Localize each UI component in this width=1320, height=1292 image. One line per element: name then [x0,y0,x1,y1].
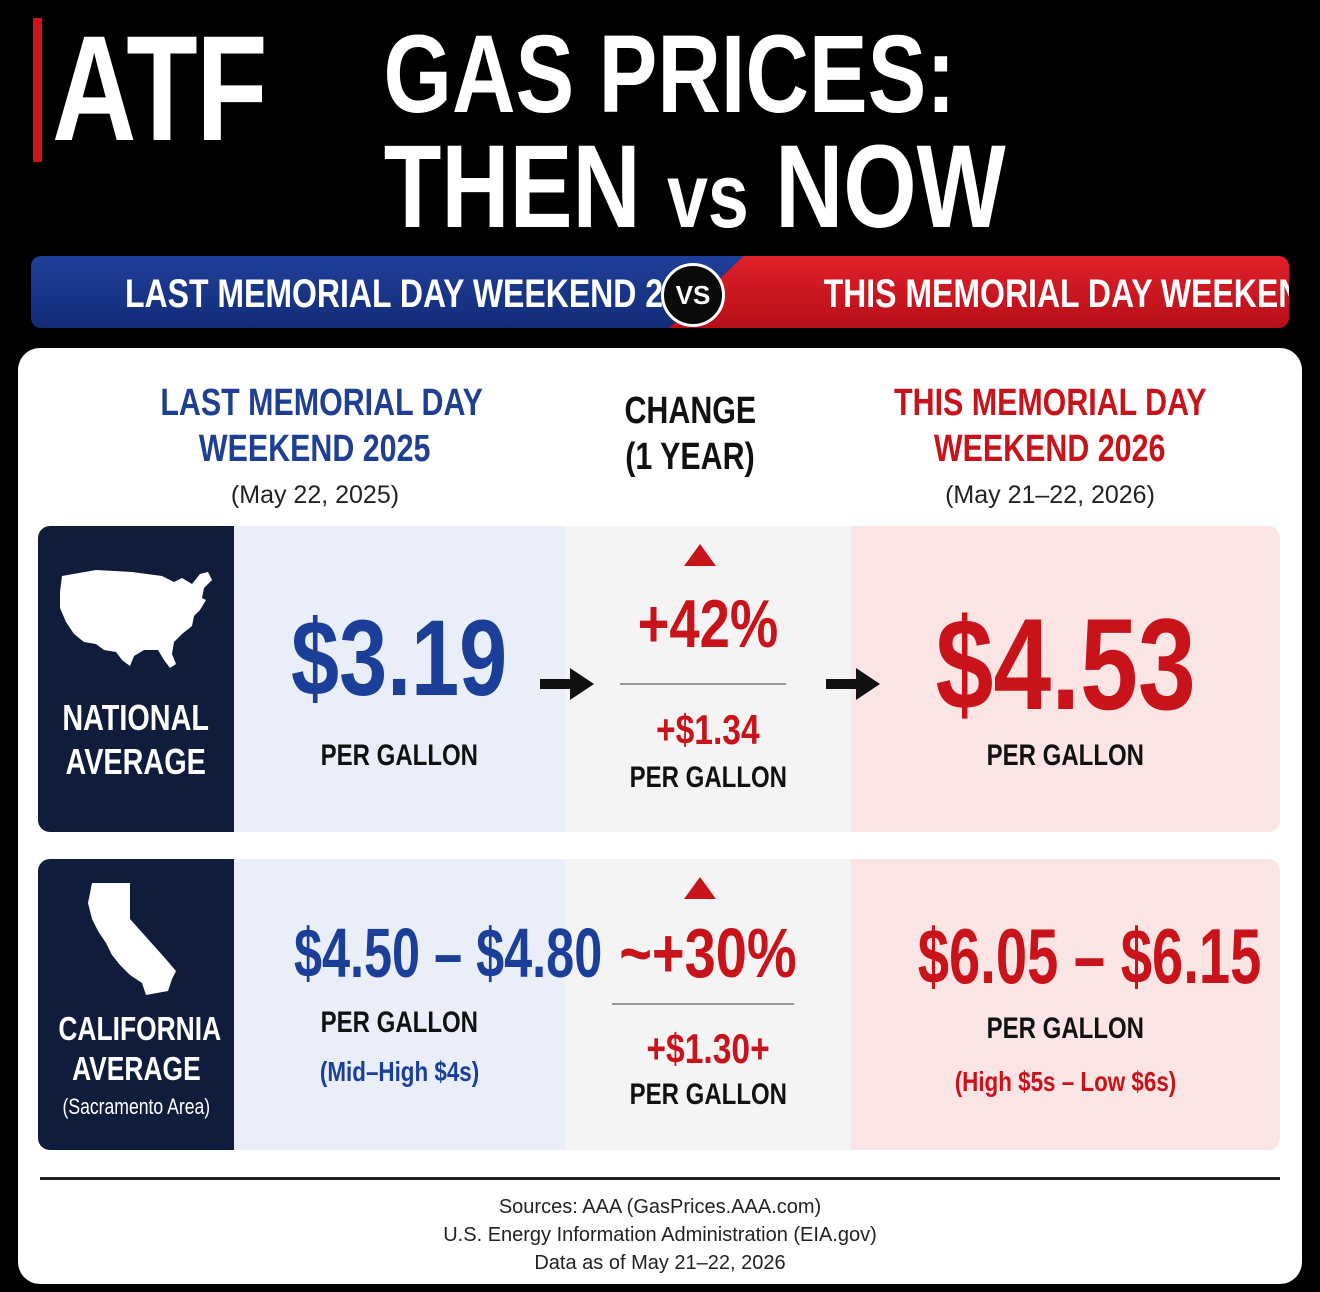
price-unit-2025: PER GALLON [320,739,479,772]
column-header-2025: LAST MEMORIAL DAY WEEKEND 2025 [160,382,483,470]
banner-right-panel [669,256,1289,328]
usa-map-icon [56,564,216,677]
title-vs: vs [667,145,750,247]
change-amount: +$1.30+ [646,1025,770,1072]
vs-badge: VS [661,263,725,327]
change-percent: +42% [637,586,779,662]
then-cell [234,526,565,832]
date-2025: (May 22, 2025) [230,481,400,509]
page-title-line2: THEN vs NOW [300,128,1090,255]
comparison-banner: LAST MEMORIAL DAY WEEKEND 2025 THIS MEMO… [31,256,1289,328]
price-2026: $4.53 [935,591,1196,737]
source-eia: U.S. Energy Information Administration (… [443,1224,877,1246]
national-average-label: NATIONAL AVERAGE [62,697,210,782]
arrow-right-icon [826,668,880,700]
change-percent: ~+30% [619,914,797,992]
california-map-icon [84,879,184,1004]
price-unit-2026: PER GALLON [986,739,1145,772]
accent-bar [33,18,42,162]
banner-right-label: THIS MEMORIAL DAY WEEKEND 2026 [823,272,1289,316]
banner-left-label: LAST MEMORIAL DAY WEEKEND 2025 [124,272,717,316]
title-then: THEN [383,121,641,253]
change-amount: +$1.34 [656,706,760,753]
change-unit: PER GALLON [629,761,787,794]
price-range-2025: $4.50 – $4.80 [293,914,603,992]
sacramento-area-label: (Sacramento Area) [62,1094,210,1119]
now-cell [851,859,1280,1150]
date-2026: (May 21–22, 2026) [945,481,1155,509]
page-title-line1: GAS PRICES: [383,13,957,136]
atf-logo: ATF [52,4,268,172]
column-header-change: CHANGE (1 YEAR) [624,390,756,478]
change-cell [565,526,851,832]
footer-divider [40,1177,1280,1180]
california-average-label: CALIFORNIA AVERAGE [58,1010,222,1087]
title-now: NOW [775,121,1007,253]
divider [612,1003,794,1005]
price-range-2026: $6.05 – $6.15 [917,912,1262,1000]
national-average-row: NATIONAL AVERAGE $3.19 PER GALLON +42% +… [38,526,1280,832]
price-unit-2025: PER GALLON [320,1006,479,1039]
arrow-right-icon [540,668,594,700]
row-label-panel [38,859,234,1150]
price-note-2026: (High $5s – Low $6s) [954,1066,1177,1097]
california-average-row: CALIFORNIA AVERAGE (Sacramento Area) $4.… [38,859,1280,1150]
data-as-of: Data as of May 21–22, 2026 [534,1252,786,1274]
column-header-2026: THIS MEMORIAL DAY WEEKEND 2026 [893,382,1207,470]
up-triangle-icon [684,544,716,566]
up-triangle-icon [684,877,716,899]
source-aaa: Sources: AAA (GasPrices.AAA.com) [498,1196,822,1218]
change-unit: PER GALLON [629,1078,787,1111]
price-unit-2026: PER GALLON [986,1012,1145,1045]
now-cell [851,526,1280,832]
price-2025: $3.19 [291,597,508,718]
divider [620,683,786,685]
then-cell [234,859,565,1150]
price-note-2025: (Mid–High $4s) [319,1056,480,1087]
